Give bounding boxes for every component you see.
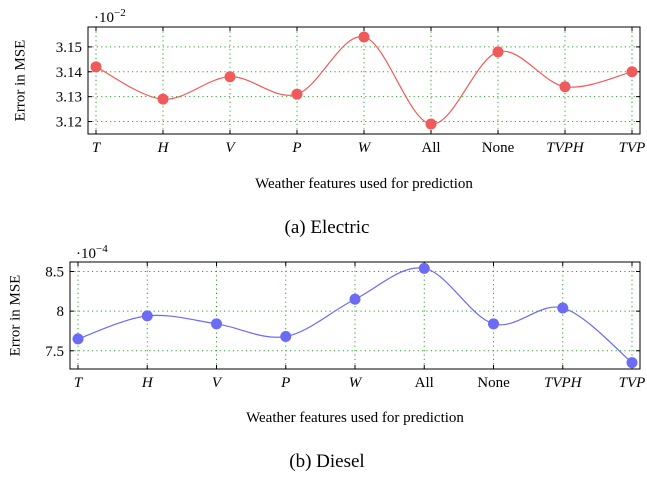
electric-data-point-0 bbox=[90, 61, 102, 73]
diesel-xtick-label-7: TVPH bbox=[544, 375, 583, 391]
electric-ytick-label-1: 3.13 bbox=[56, 90, 82, 106]
diesel-scale-factor: ·10−4 bbox=[76, 243, 108, 262]
diesel-caption: (b) Diesel bbox=[289, 451, 364, 472]
electric-data-point-1 bbox=[157, 93, 169, 105]
diesel-data-point-8 bbox=[626, 357, 638, 369]
electric-data-point-6 bbox=[492, 46, 504, 58]
electric-caption: (a) Electric bbox=[285, 217, 370, 238]
diesel-data-point-2 bbox=[211, 318, 222, 330]
diesel-xtick-label-8: TVP bbox=[619, 375, 646, 391]
electric-xtick-label-6: None bbox=[482, 140, 515, 156]
diesel-x-axis-label: Weather features used for prediction bbox=[246, 410, 464, 426]
electric-data-point-2 bbox=[224, 71, 236, 83]
diesel-chart: 7.5 8 8.5 T H V P W All None TVPH TVP ·10−4 Error … bbox=[7, 243, 645, 472]
electric-xtick-label-5: All bbox=[421, 140, 440, 156]
electric-data-point-5 bbox=[425, 118, 437, 130]
electric-xtick-label-8: TVP bbox=[619, 140, 646, 156]
electric-ytick-label-2: 3.14 bbox=[56, 65, 83, 81]
electric-xtick-label-4: W bbox=[358, 140, 372, 156]
diesel-data-point-6 bbox=[488, 318, 499, 330]
diesel-ytick-label-1: 8 bbox=[57, 304, 65, 320]
electric-xtick-label-7: TVPH bbox=[546, 140, 585, 156]
electric-ytick-label-3: 3.15 bbox=[56, 40, 82, 56]
diesel-series-line bbox=[77, 267, 633, 364]
diesel-data-point-3 bbox=[280, 331, 292, 343]
diesel-data-point-0 bbox=[72, 333, 84, 345]
diesel-xtick-label-3: P bbox=[280, 375, 290, 391]
electric-xtick-label-0: T bbox=[92, 140, 102, 156]
electric-chart: 3.12 3.13 3.14 3.15 T H V P W All None TVPH TVP ·10… bbox=[12, 7, 645, 238]
diesel-xtick-label-5: All bbox=[415, 375, 434, 391]
diesel-data-point-1 bbox=[141, 310, 153, 322]
diesel-xtick-label-2: V bbox=[212, 375, 223, 391]
electric-xtick-label-2: V bbox=[225, 140, 236, 156]
electric-xtick-label-1: H bbox=[157, 140, 170, 156]
diesel-xtick-label-6: None bbox=[477, 375, 510, 391]
electric-series-line bbox=[95, 36, 633, 125]
electric-data-point-8 bbox=[626, 66, 638, 78]
diesel-ytick-label-0: 7.5 bbox=[45, 344, 64, 360]
diesel-data-point-4 bbox=[349, 293, 361, 305]
electric-data-point-7 bbox=[559, 81, 571, 93]
diesel-data-point-7 bbox=[557, 302, 569, 314]
diesel-xtick-label-0: T bbox=[74, 375, 84, 391]
electric-scale-factor: ·10−2 bbox=[94, 7, 126, 26]
diesel-y-axis-label: Error in MSE bbox=[7, 275, 23, 357]
diesel-xtick-label-1: H bbox=[141, 375, 154, 391]
electric-y-axis-label: Error in MSE bbox=[12, 40, 28, 122]
electric-xtick-label-3: P bbox=[291, 140, 301, 156]
electric-x-axis-label: Weather features used for prediction bbox=[255, 176, 473, 192]
diesel-ytick-label-2: 8.5 bbox=[45, 265, 64, 281]
electric-ytick-label-0: 3.12 bbox=[56, 115, 82, 131]
electric-data-point-4 bbox=[358, 31, 370, 43]
diesel-data-point-5 bbox=[418, 262, 430, 274]
electric-data-point-3 bbox=[291, 88, 303, 100]
diesel-xtick-label-4: W bbox=[349, 375, 363, 391]
